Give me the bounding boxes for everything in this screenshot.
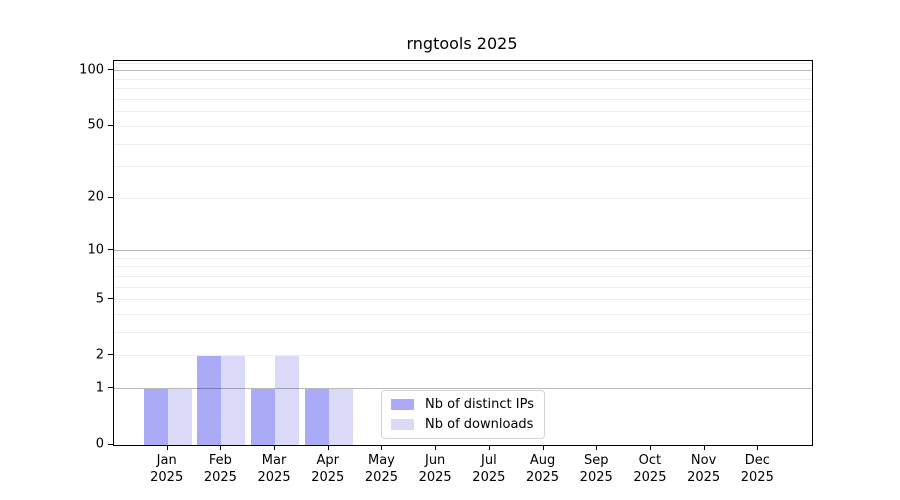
x-tick-mark [596,446,598,450]
y-tick-mark [108,443,113,445]
gridline-minor [114,299,812,301]
bar-distinct-ips-apr [304,388,329,445]
y-tick-label-10: 10 [87,242,104,258]
y-tick-label-2: 2 [95,347,104,363]
legend-row-downloads: Nb of downloads [391,416,534,433]
gridline-minor [114,314,812,316]
gridline-minor [114,143,812,145]
x-tick-mark [274,446,276,450]
x-tick-label-jun: Jun 2025 [418,453,452,485]
x-tick-mark [703,446,705,450]
y-tick-label-100: 100 [79,62,104,78]
x-tick-label-jan: Jan 2025 [150,453,184,485]
bar-downloads-apr [328,388,353,445]
gridline-minor [114,111,812,113]
bar-distinct-ips-mar [251,388,276,445]
x-tick-mark [542,446,544,450]
x-tick-label-aug: Aug 2025 [525,453,560,485]
gridline-minor [114,62,812,64]
y-tick-label-50: 50 [87,117,104,133]
gridline-minor [114,125,812,127]
gridline-minor [114,166,812,168]
gridline-minor [114,257,812,259]
y-tick-mark [108,124,113,126]
x-tick-label-dec: Dec 2025 [740,453,774,485]
y-tick-label-20: 20 [87,189,104,205]
x-tick-label-may: May 2025 [364,453,398,485]
legend-row-distinct-ips: Nb of distinct IPs [391,396,534,413]
legend-swatch-distinct-ips [391,399,415,410]
legend-label-downloads: Nb of downloads [425,417,534,432]
y-tick-label-1: 1 [95,380,104,396]
x-tick-mark [757,446,759,450]
chart-title: rngtools 2025 [406,34,518,53]
y-tick-mark [108,249,113,251]
y-tick-mark [108,196,113,198]
gridline-minor [114,88,812,90]
gridline-major [114,250,812,252]
x-tick-label-apr: Apr 2025 [311,453,345,485]
gridline-minor [114,275,812,277]
x-tick-mark [166,446,168,450]
x-tick-mark [327,446,329,450]
gridline-minor [114,266,812,268]
bar-downloads-feb [221,355,246,445]
gridline-minor [114,286,812,288]
gridline-minor [114,197,812,199]
y-tick-mark [108,354,113,356]
x-tick-label-oct: Oct 2025 [633,453,667,485]
legend-swatch-downloads [391,419,415,430]
y-tick-label-0: 0 [95,436,104,452]
gridline-minor [114,332,812,334]
gridline-major [114,388,812,390]
bar-downloads-jan [167,388,192,445]
x-tick-label-mar: Mar 2025 [257,453,291,485]
x-tick-mark [435,446,437,450]
x-tick-label-nov: Nov 2025 [687,453,721,485]
legend-label-distinct-ips: Nb of distinct IPs [425,397,534,412]
x-tick-mark [649,446,651,450]
gridline-minor [114,78,812,80]
gridline-major [114,70,812,72]
bar-downloads-mar [275,355,300,445]
bar-distinct-ips-feb [197,355,222,445]
x-tick-label-feb: Feb 2025 [203,453,237,485]
gridline-minor [114,99,812,101]
plot-area: Nb of distinct IPs Nb of downloads [113,60,813,446]
x-tick-mark [488,446,490,450]
x-tick-label-sep: Sep 2025 [579,453,613,485]
gridline-minor [114,355,812,357]
y-tick-mark [108,69,113,71]
x-tick-mark [381,446,383,450]
y-tick-mark [108,298,113,300]
y-tick-label-5: 5 [95,291,104,307]
y-tick-mark [108,387,113,389]
x-tick-mark [220,446,222,450]
x-tick-label-jul: Jul 2025 [472,453,506,485]
bars-layer [114,61,812,445]
bar-distinct-ips-jan [143,388,168,445]
legend: Nb of distinct IPs Nb of downloads [381,390,545,439]
gridlines-layer [114,61,812,445]
